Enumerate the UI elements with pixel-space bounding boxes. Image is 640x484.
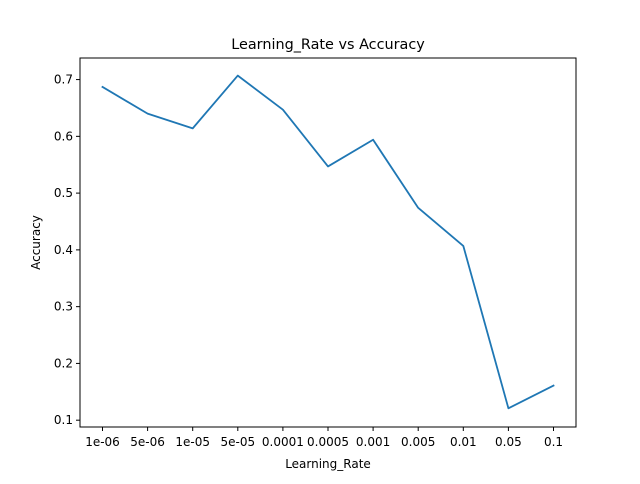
y-tick-label: 0.7 <box>54 73 73 87</box>
x-tick-label: 1e-05 <box>175 435 210 449</box>
y-axis-label: Accuracy <box>29 215 43 270</box>
x-tick-label: 0.0001 <box>262 435 304 449</box>
y-tick-label: 0.5 <box>54 186 73 200</box>
x-tick-label: 5e-06 <box>130 435 165 449</box>
y-tick-label: 0.2 <box>54 356 73 370</box>
chart-title: Learning_Rate vs Accuracy <box>231 37 425 53</box>
x-tick-label: 1e-06 <box>85 435 120 449</box>
x-tick-label: 0.0005 <box>307 435 349 449</box>
x-tick-label: 0.01 <box>450 435 477 449</box>
plot-frame <box>79 57 577 428</box>
y-tick-label: 0.6 <box>54 129 73 143</box>
y-axis: 0.1 0.2 0.3 0.4 0.5 0.6 0.7 <box>54 73 80 427</box>
x-tick-label: 0.001 <box>356 435 390 449</box>
y-tick-label: 0.3 <box>54 300 73 314</box>
series-layer <box>101 74 555 410</box>
x-axis-label: Learning_Rate <box>285 457 371 471</box>
x-tick-label: 0.05 <box>495 435 522 449</box>
x-axis: 1e-06 5e-06 1e-05 5e-05 0.0001 0.0005 0.001 0.0… <box>85 427 563 449</box>
y-tick-label: 0.1 <box>54 413 73 427</box>
x-tick-label: 0.1 <box>544 435 563 449</box>
x-tick-label: 0.005 <box>401 435 435 449</box>
series-line <box>101 74 555 410</box>
y-tick-label: 0.4 <box>54 243 73 257</box>
x-tick-label: 5e-05 <box>220 435 255 449</box>
